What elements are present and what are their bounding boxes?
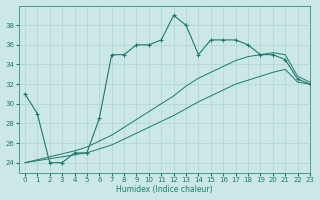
- X-axis label: Humidex (Indice chaleur): Humidex (Indice chaleur): [116, 185, 213, 194]
